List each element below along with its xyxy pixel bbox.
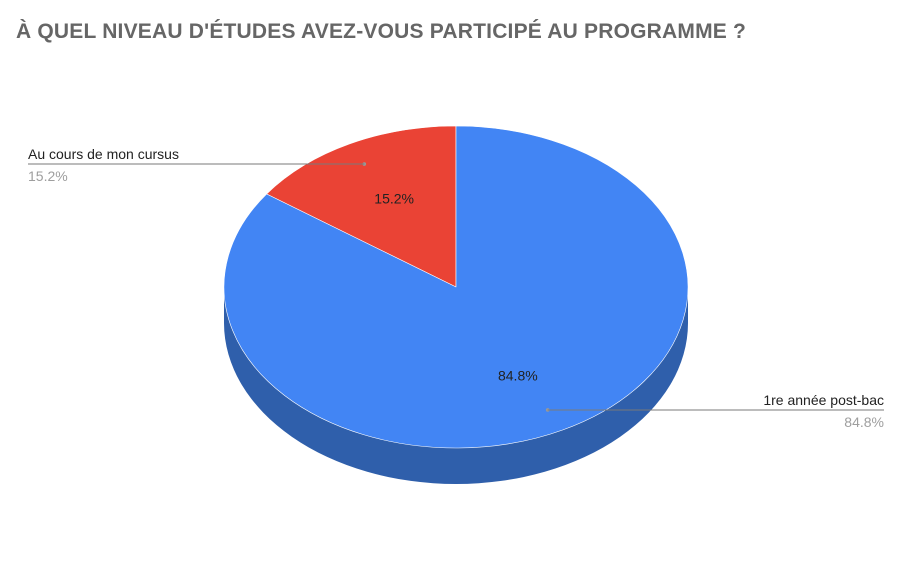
- slice-name-label-1: 1re année post-bac: [763, 392, 884, 408]
- slice-value-label-1: 84.8%: [498, 368, 538, 384]
- slice-name-label-0: Au cours de mon cursus: [28, 146, 179, 162]
- pie-sides: [224, 287, 688, 484]
- pie-slice-0[interactable]: [266, 125, 457, 288]
- slice-value-label-0: 15.2%: [374, 190, 414, 206]
- pie-labels: 15.2% Au cours de mon cursus 15.2% 84.8% 1re…: [28, 146, 884, 430]
- pie-slice-1[interactable]: [223, 125, 689, 449]
- chart-title: À QUEL NIVEAU D'ÉTUDES AVEZ-VOUS PARTICI…: [16, 20, 747, 43]
- slice-percent-label-0: 15.2%: [28, 168, 68, 184]
- slice-percent-label-1: 84.8%: [844, 414, 884, 430]
- pie-slices: [223, 125, 689, 449]
- pie-side-1: [224, 287, 688, 484]
